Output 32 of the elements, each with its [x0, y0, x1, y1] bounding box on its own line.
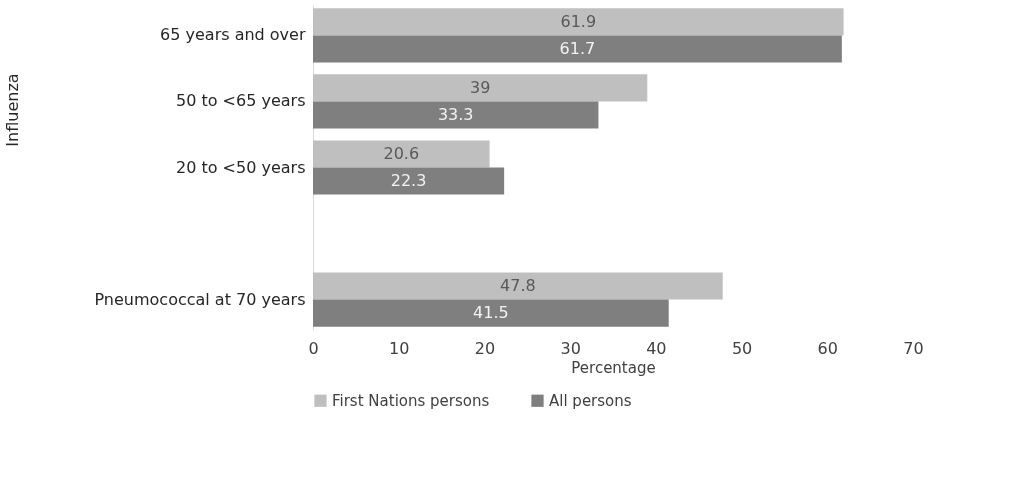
bar: [313, 101, 599, 129]
data-label: 20.6: [383, 143, 420, 163]
x-tick-label: 0: [308, 338, 319, 358]
x-tick-label: 60: [817, 338, 838, 358]
bar: [313, 140, 490, 168]
bar: [313, 8, 844, 36]
x-tick-label: 50: [731, 338, 753, 358]
y-tick-label: 50 to <65 years: [176, 91, 306, 111]
text: Influenza: [3, 73, 22, 147]
y-tick-label: 20 to <50 years: [176, 157, 306, 177]
y-tick-label: Pneumococcal at 70 years: [94, 289, 306, 309]
x-tick-label: 20: [474, 338, 496, 358]
data-label: 61.7: [559, 38, 596, 58]
x-tick-label: 70: [903, 338, 924, 358]
x-tick-label: 30: [560, 338, 581, 358]
x-tick-label: 10: [389, 338, 410, 358]
data-label: 61.9: [560, 11, 597, 31]
data-label: 22.3: [390, 171, 427, 191]
x-axis-title: Percentage: [571, 358, 656, 377]
data-label: 33.3: [437, 104, 474, 124]
data-label: 41.5: [473, 303, 509, 323]
bar: [313, 167, 505, 195]
bar: [313, 74, 648, 102]
data-label: 47.8: [500, 276, 536, 296]
data-label: 39: [469, 77, 491, 97]
bar: [313, 299, 669, 327]
x-tick-label: 40: [646, 338, 667, 358]
legend-label: All persons: [549, 391, 632, 410]
bar: [313, 35, 842, 63]
legend-label: First Nations persons: [332, 391, 490, 410]
y-tick-label: 65 years and over: [160, 25, 306, 45]
bar: [313, 272, 723, 300]
